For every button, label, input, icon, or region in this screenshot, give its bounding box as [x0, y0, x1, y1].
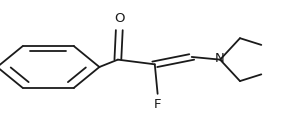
- Text: N: N: [215, 52, 225, 66]
- Text: O: O: [114, 12, 124, 25]
- Text: F: F: [154, 98, 161, 111]
